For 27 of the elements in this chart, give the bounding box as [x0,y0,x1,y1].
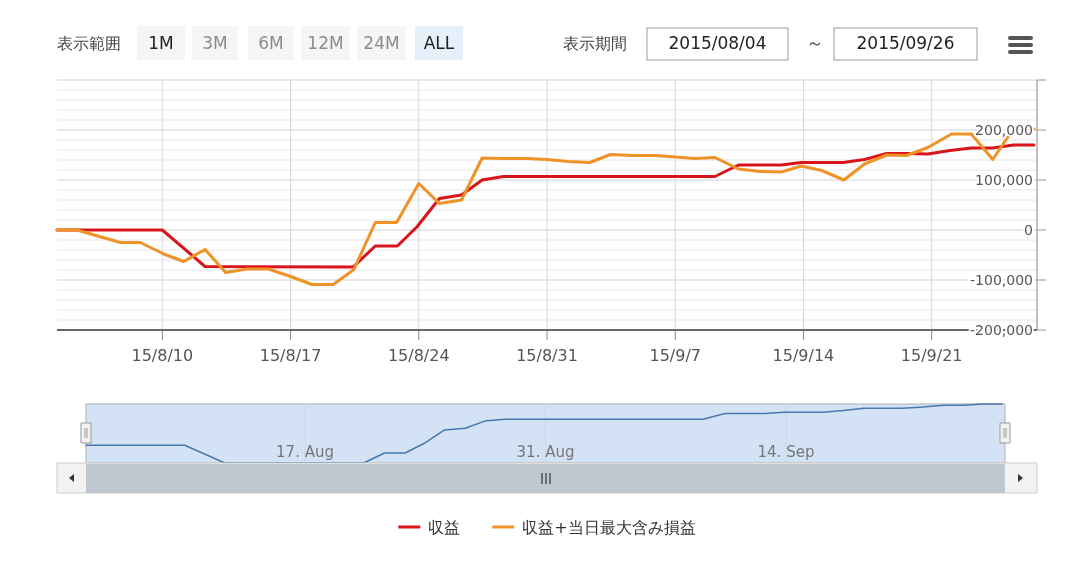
y-tick-label: 100,000 [975,172,1033,188]
x-tick-label: 14. Sep [757,443,815,461]
x-tick-label: 15/9/21 [900,346,963,365]
x-tick-label: 31. Aug [516,443,575,461]
y-tick-label: -100,000 [970,272,1033,288]
text: 1M [148,33,174,53]
text: 2015/09/26 [856,33,955,53]
text: ～ [806,32,824,53]
legend-label: 収益+当日最大含み損益 [522,518,696,537]
line-series [55,127,1036,286]
x-tick-label: 15/9/14 [772,346,835,365]
text: 表示期間 [563,34,627,53]
x-tick-label: 15/8/17 [259,346,322,365]
x-tick-label: 17. Aug [276,443,334,461]
text: 24M [363,33,400,53]
text: 6M [258,33,284,53]
legend-label: 収益 [428,518,461,537]
text: 表示範囲 [57,34,121,53]
text: 2015/08/04 [668,33,767,53]
x-tick-label: 15/8/31 [516,346,578,365]
text: 3M [202,33,228,53]
y-tick-label: 0 [1024,222,1033,238]
x-tick-label: 15/9/7 [649,346,701,365]
x-tick-label: 15/8/24 [387,346,450,365]
text: ALL [423,33,455,53]
x-tick-label: 15/8/10 [131,346,194,365]
text: 12M [307,33,344,53]
